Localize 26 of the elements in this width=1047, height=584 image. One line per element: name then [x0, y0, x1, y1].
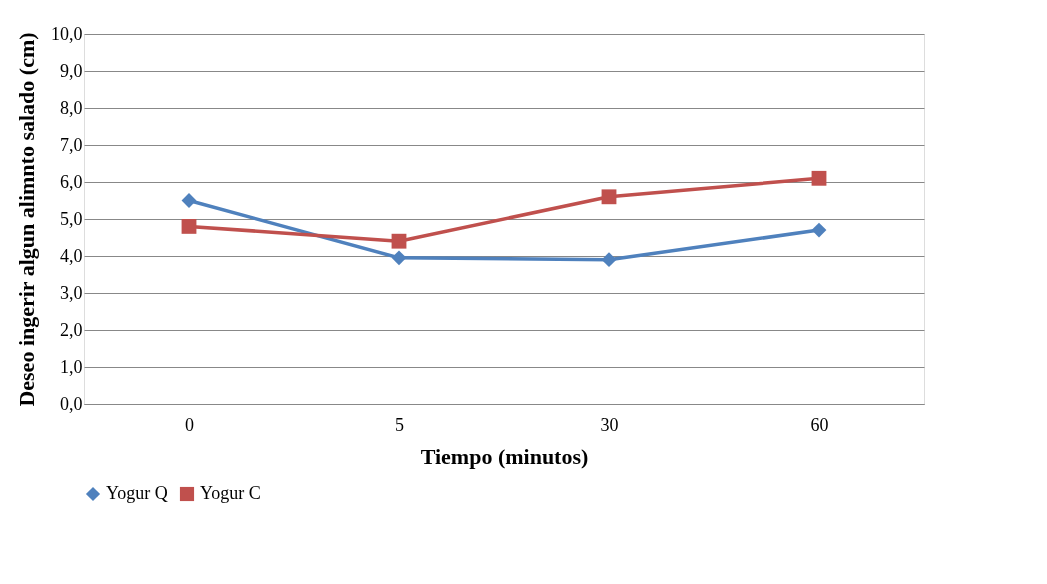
legend-label: Yogur Q: [106, 483, 168, 503]
point: [391, 250, 407, 266]
x-tick-label: 5: [395, 414, 404, 435]
y-tick-label: 1,0: [60, 356, 83, 377]
y-axis-title: Deseo ingerir algun alimnto salado (cm): [14, 32, 39, 407]
y-tick-label: 2,0: [60, 319, 83, 340]
legend-label: Yogur C: [200, 483, 261, 503]
y-tick-label: 6,0: [60, 171, 83, 192]
y-tick-label: 8,0: [60, 97, 83, 118]
point: [181, 218, 197, 234]
y-tick-label: 10,0: [51, 23, 83, 44]
y-tick-label: 7,0: [60, 134, 83, 155]
y-tick-label: 9,0: [60, 60, 83, 81]
point: [391, 233, 407, 249]
y-tick-label: 0,0: [60, 393, 83, 414]
y-tick-label: 3,0: [60, 282, 83, 303]
x-tick-label: 0: [185, 414, 194, 435]
x-axis-title: Tiempo (minutos): [420, 443, 589, 469]
point: [811, 170, 827, 186]
point: [601, 189, 617, 205]
x-tick-label: 30: [600, 414, 619, 435]
point: [601, 252, 617, 268]
x-tick-label: 60: [810, 414, 829, 435]
y-tick-label: 4,0: [60, 245, 83, 266]
point: [811, 222, 827, 238]
y-tick-label: 5,0: [60, 208, 83, 229]
